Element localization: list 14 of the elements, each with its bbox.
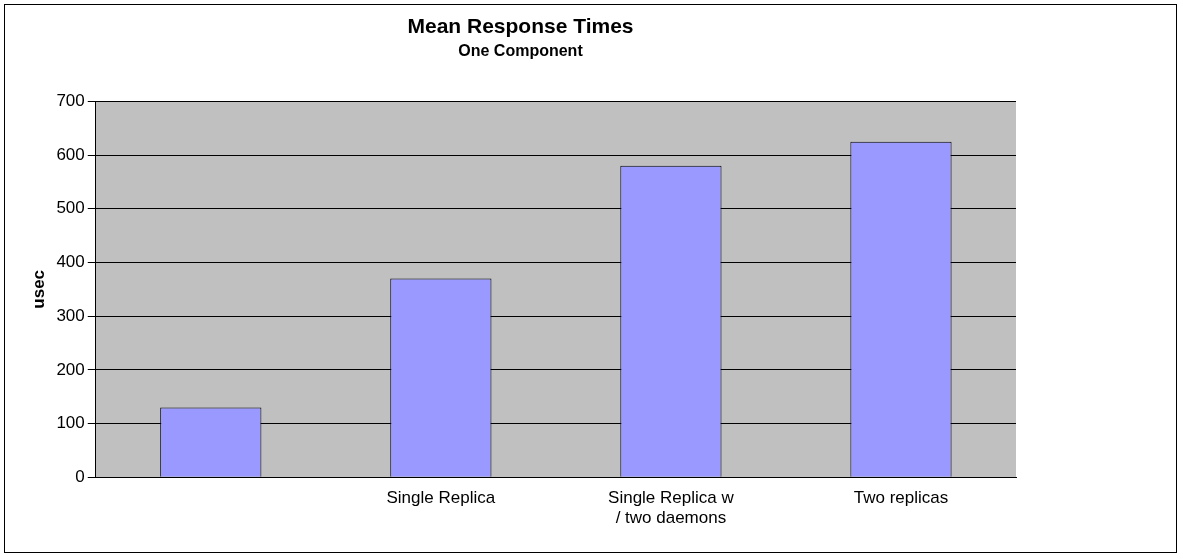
x-tick-label: Single Replica [386,488,496,508]
y-tick-label: 600 [56,144,85,164]
chart-title: Mean Response Times [407,14,634,38]
chart-subtitle: One Component [458,42,584,60]
y-axis-title: usec [28,269,48,309]
y-tick-label: 100 [56,413,85,433]
y-tick-label: 500 [56,198,85,218]
x-tick-label: Two replicas [853,488,949,508]
y-tick-label: 400 [56,252,85,272]
y-tick-label: 300 [56,305,85,325]
y-tick-label: 700 [56,91,85,111]
y-tick-label: 200 [56,359,85,379]
x-tick-label: Single Replica w / two daemons [608,488,735,528]
y-tick-label: 0 [75,466,85,486]
